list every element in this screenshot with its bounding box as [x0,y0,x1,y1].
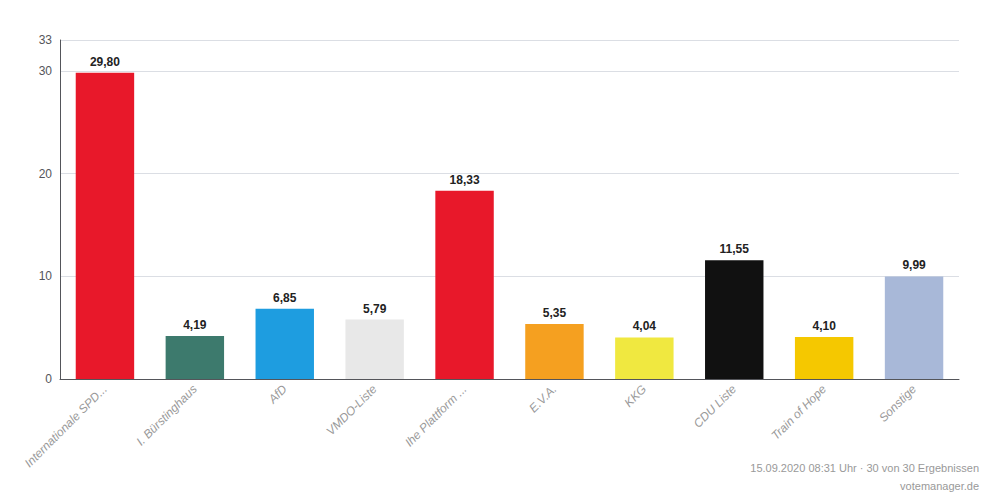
svg-text:5,79: 5,79 [363,302,387,316]
svg-text:4,19: 4,19 [183,318,207,332]
svg-text:33: 33 [39,33,53,47]
svg-text:Sonstige: Sonstige [876,382,919,425]
svg-text:Internationale SPD...: Internationale SPD... [22,382,110,470]
svg-text:votemanager.de: votemanager.de [900,480,979,492]
svg-text:KKG: KKG [622,382,650,410]
svg-text:AfD: AfD [265,382,290,407]
svg-text:4,04: 4,04 [633,319,657,333]
svg-text:10: 10 [39,269,53,283]
svg-text:Train of Hope: Train of Hope [768,382,829,443]
svg-text:I. Bürstinghaus: I. Bürstinghaus [133,382,199,448]
svg-text:9,99: 9,99 [902,258,926,272]
svg-text:30: 30 [39,64,53,78]
svg-text:11,55: 11,55 [720,242,750,256]
svg-text:29,80: 29,80 [90,55,120,69]
svg-text:Ihe Plattform ...: Ihe Plattform ... [402,382,469,449]
svg-text:18,33: 18,33 [450,173,480,187]
svg-text:4,10: 4,10 [812,319,836,333]
svg-text:20: 20 [39,167,53,181]
svg-text:CDU Liste: CDU Liste [691,382,740,431]
svg-text:E.V.A.: E.V.A. [526,382,559,415]
svg-text:5,35: 5,35 [543,306,567,320]
svg-text:VMDO-Liste: VMDO-Liste [324,382,380,438]
svg-text:6,85: 6,85 [273,291,297,305]
svg-text:15.09.2020 08:31 Uhr · 30 von: 15.09.2020 08:31 Uhr · 30 von 30 Ergebni… [750,462,979,474]
svg-text:0: 0 [45,372,52,386]
